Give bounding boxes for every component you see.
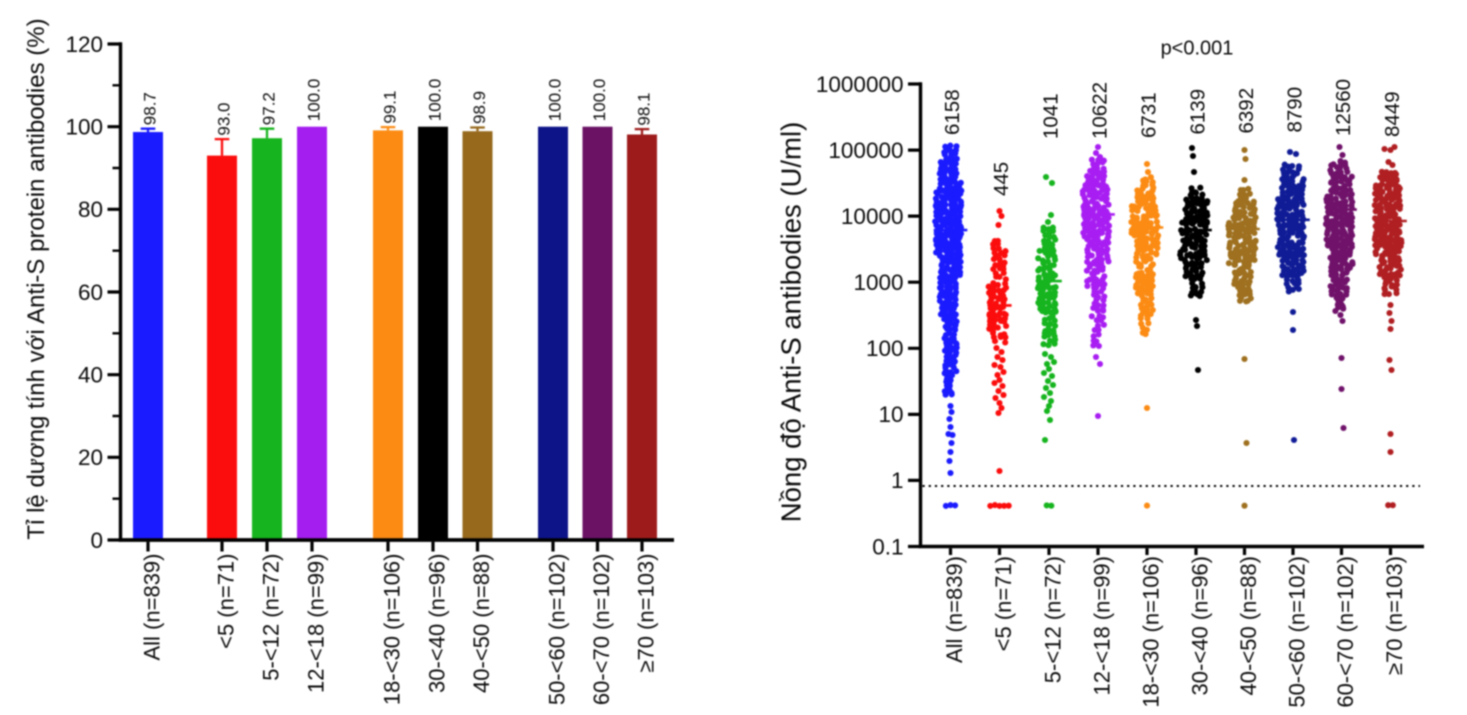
svg-text:12-<18 (n=99): 12-<18 (n=99) (1089, 556, 1114, 695)
svg-text:1000: 1000 (853, 270, 903, 295)
svg-text:5-<12 (n=72): 5-<12 (n=72) (1040, 556, 1065, 683)
svg-text:100: 100 (65, 115, 103, 140)
svg-text:Tỉ lệ dương tính với Anti-S pr: Tỉ lệ dương tính với Anti-S protein anti… (23, 18, 50, 539)
svg-text:40-<50 (n=88): 40-<50 (n=88) (469, 554, 494, 693)
svg-text:0.1: 0.1 (872, 534, 903, 559)
svg-text:8449: 8449 (1381, 91, 1404, 137)
svg-text:Nồng độ Anti-S antibodies (U/m: Nồng độ Anti-S antibodies (U/ml) (776, 122, 807, 522)
svg-text:All (n=839): All (n=839) (139, 554, 164, 661)
svg-text:10622: 10622 (1089, 82, 1112, 139)
svg-text:50-<60 (n=102): 50-<60 (n=102) (544, 554, 569, 706)
svg-text:99.1: 99.1 (381, 91, 400, 124)
svg-text:98.9: 98.9 (470, 91, 489, 124)
svg-text:6392: 6392 (1235, 88, 1258, 134)
svg-text:60-<70 (n=102): 60-<70 (n=102) (589, 554, 614, 706)
svg-text:60: 60 (78, 280, 103, 305)
svg-text:30-<40 (n=96): 30-<40 (n=96) (1187, 556, 1212, 695)
svg-text:1000000: 1000000 (816, 72, 904, 97)
svg-text:60-<70 (n=102): 60-<70 (n=102) (1333, 556, 1358, 708)
svg-text:30-<40 (n=96): 30-<40 (n=96) (424, 554, 449, 693)
svg-text:98.7: 98.7 (141, 92, 160, 125)
svg-text:100.0: 100.0 (426, 79, 445, 122)
svg-text:0: 0 (90, 528, 103, 553)
svg-text:97.2: 97.2 (260, 92, 279, 125)
svg-text:93.0: 93.0 (215, 103, 234, 136)
svg-text:100.0: 100.0 (305, 79, 324, 122)
svg-text:6158: 6158 (941, 89, 964, 135)
svg-text:1041: 1041 (1040, 93, 1063, 139)
svg-text:6731: 6731 (1138, 92, 1161, 138)
svg-text:12560: 12560 (1332, 79, 1355, 136)
svg-text:20: 20 (78, 445, 103, 470)
svg-text:≥70 (n=103): ≥70 (n=103) (633, 554, 658, 673)
svg-text:12-<18 (n=99): 12-<18 (n=99) (303, 554, 328, 693)
svg-text:445: 445 (990, 162, 1013, 196)
svg-text:10: 10 (878, 402, 903, 427)
svg-text:18-<30 (n=106): 18-<30 (n=106) (379, 554, 404, 706)
svg-text:100: 100 (866, 336, 904, 361)
svg-text:5-<12 (n=72): 5-<12 (n=72) (258, 554, 283, 681)
svg-text:≥70 (n=103): ≥70 (n=103) (1382, 556, 1407, 675)
svg-text:6139: 6139 (1187, 89, 1210, 135)
svg-text:10000: 10000 (841, 204, 904, 229)
svg-text:1: 1 (891, 468, 904, 493)
svg-text:8790: 8790 (1284, 87, 1307, 133)
svg-text:100000: 100000 (828, 138, 903, 163)
svg-text:100.0: 100.0 (546, 79, 565, 122)
svg-text:18-<30 (n=106): 18-<30 (n=106) (1138, 556, 1163, 708)
svg-text:100.0: 100.0 (590, 79, 609, 122)
svg-text:120: 120 (65, 32, 103, 57)
svg-text:40-<50 (n=88): 40-<50 (n=88) (1236, 556, 1261, 695)
svg-text:p<0.001: p<0.001 (1161, 38, 1234, 60)
svg-text:50-<60 (n=102): 50-<60 (n=102) (1284, 556, 1309, 708)
svg-text:<5 (n=71): <5 (n=71) (991, 556, 1016, 651)
svg-text:98.1: 98.1 (635, 93, 654, 126)
svg-text:40: 40 (78, 363, 103, 388)
svg-text:80: 80 (78, 197, 103, 222)
svg-text:All (n=839): All (n=839) (942, 556, 967, 663)
svg-text:<5 (n=71): <5 (n=71) (213, 554, 238, 649)
